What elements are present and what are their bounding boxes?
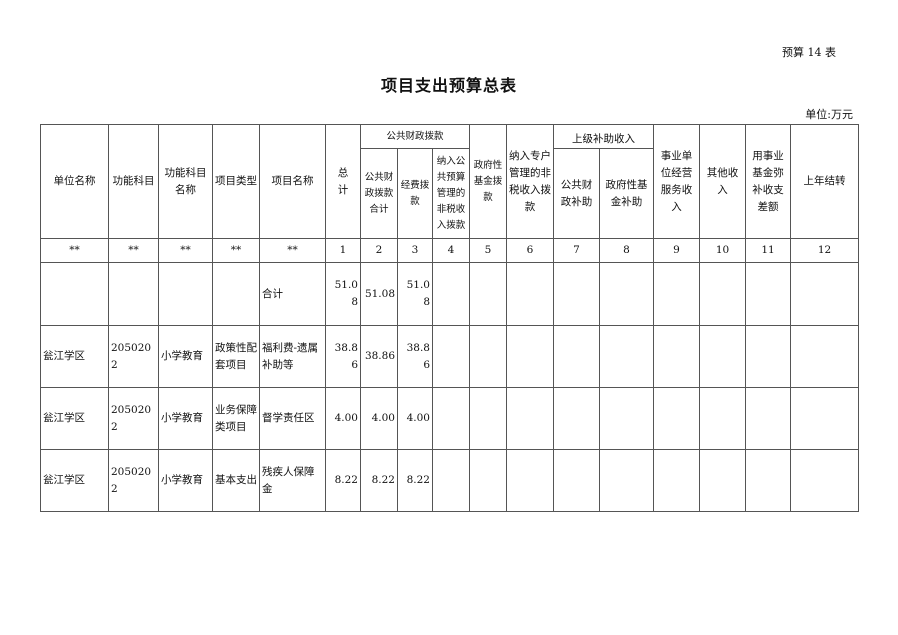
- code-cell: 2050202: [108, 449, 159, 512]
- header-funding: 经费拨款: [397, 148, 433, 239]
- index-cell: 8: [599, 238, 654, 263]
- index-cell: **: [212, 238, 260, 263]
- index-cell: 5: [469, 238, 507, 263]
- func-cell: 小学教育: [158, 449, 213, 512]
- table-row: 瓮江学区 2050202 小学教育 业务保障类项目 督学责任区 4.00 4.0…: [40, 387, 859, 450]
- total-label: 合计: [259, 262, 326, 326]
- header-project-name: 项目名称: [259, 124, 326, 239]
- total-cell: 38.86: [325, 325, 361, 388]
- index-row: ** ** ** ** ** 1 2 3 4 5 6 7 8 9 10 11 1…: [40, 238, 859, 263]
- header-public-finance: 公共财政拨款: [360, 124, 470, 149]
- index-cell: **: [158, 238, 213, 263]
- total-public-total: 51.08: [360, 262, 398, 326]
- total-value: 51.08: [325, 262, 361, 326]
- index-cell: 3: [397, 238, 433, 263]
- header-total: 总 计: [325, 124, 361, 239]
- index-cell: 1: [325, 238, 361, 263]
- index-cell: 9: [653, 238, 700, 263]
- index-cell: 10: [699, 238, 746, 263]
- func-cell: 小学教育: [158, 325, 213, 388]
- header-func-name: 功能科目名称: [158, 124, 213, 239]
- public-total-cell: 4.00: [360, 387, 398, 450]
- index-cell: 4: [432, 238, 470, 263]
- index-cell: 11: [745, 238, 791, 263]
- unit-label: 单位:万元: [805, 108, 853, 121]
- index-cell: 2: [360, 238, 398, 263]
- type-cell: 政策性配套项目: [212, 325, 260, 388]
- name-cell: 残疾人保障金: [259, 449, 326, 512]
- unit-cell: 瓮江学区: [40, 449, 109, 512]
- header-public-finance-total: 公共财政拨款合计: [360, 148, 398, 239]
- name-cell: 督学责任区: [259, 387, 326, 450]
- index-cell: 12: [790, 238, 859, 263]
- public-total-cell: 38.86: [360, 325, 398, 388]
- unit-cell: 瓮江学区: [40, 387, 109, 450]
- funding-cell: 38.86: [397, 325, 433, 388]
- form-number: 预算 14 表: [782, 46, 836, 59]
- index-cell: **: [259, 238, 326, 263]
- code-cell: 2050202: [108, 387, 159, 450]
- index-cell: **: [108, 238, 159, 263]
- header-superior-subsidy: 上级补助收入: [553, 124, 654, 149]
- unit-cell: 瓮江学区: [40, 325, 109, 388]
- index-cell: 6: [506, 238, 554, 263]
- table-row: 瓮江学区 2050202 小学教育 政策性配套项目 福利费-遗属补助等 38.8…: [40, 325, 859, 388]
- header-other-income: 其他收入: [699, 124, 746, 239]
- header-carryover: 上年结转: [790, 124, 859, 239]
- type-cell: 业务保障类项目: [212, 387, 260, 450]
- header-func-code: 功能科目: [108, 124, 159, 239]
- header-operating-income: 事业单位经营服务收入: [653, 124, 700, 239]
- total-row: 合计 51.08 51.08 51.08: [40, 262, 859, 326]
- header-row-2: 公共财政拨款合计 经费拨款 纳入公共预算管理的非税收入拨款 公共财政补助 政府性…: [41, 148, 859, 239]
- header-nontax-budget: 纳入公共预算管理的非税收入拨款: [432, 148, 470, 239]
- funding-cell: 4.00: [397, 387, 433, 450]
- budget-table: 单位名称 功能科目 功能科目名称 项目类型 项目名称 总 计 公共财政拨款 政府…: [40, 124, 859, 512]
- public-total-cell: 8.22: [360, 449, 398, 512]
- funding-cell: 8.22: [397, 449, 433, 512]
- type-cell: 基本支出: [212, 449, 260, 512]
- header-fund-balance: 用事业基金弥补收支差额: [745, 124, 791, 239]
- index-cell: **: [40, 238, 109, 263]
- header-unit-name: 单位名称: [40, 124, 109, 239]
- header-special-nontax: 纳入专户管理的非税收入拨款: [506, 124, 554, 239]
- header-superior-public: 公共财政补助: [553, 148, 600, 239]
- code-cell: 2050202: [108, 325, 159, 388]
- page-title: 项目支出预算总表: [380, 76, 517, 95]
- func-cell: 小学教育: [158, 387, 213, 450]
- header-row-1: 单位名称 功能科目 功能科目名称 项目类型 项目名称 总 计 公共财政拨款 政府…: [40, 124, 859, 239]
- total-funding: 51.08: [397, 262, 433, 326]
- index-cell: 7: [553, 238, 600, 263]
- name-cell: 福利费-遗属补助等: [259, 325, 326, 388]
- table-row: 瓮江学区 2050202 小学教育 基本支出 残疾人保障金 8.22 8.22 …: [40, 449, 859, 512]
- total-cell: 8.22: [325, 449, 361, 512]
- header-superior-gov-fund: 政府性基金补助: [599, 148, 654, 239]
- header-project-type: 项目类型: [212, 124, 260, 239]
- header-gov-fund: 政府性基金拨款: [469, 124, 507, 239]
- total-cell: 4.00: [325, 387, 361, 450]
